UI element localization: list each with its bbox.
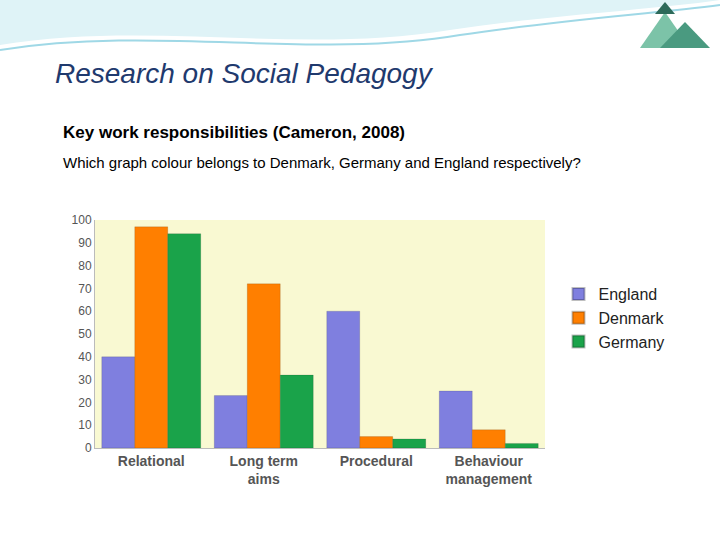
html-text:Research on Social Pedagogy: Research on Social Pedagogy	[55, 58, 432, 89]
svg-text:50: 50	[78, 327, 92, 341]
svg-text:Denmark: Denmark	[599, 310, 665, 327]
svg-text:40: 40	[78, 350, 92, 364]
svg-text:Behaviourmanagement: Behaviourmanagement	[446, 453, 533, 487]
svg-text:Procedural: Procedural	[340, 453, 413, 469]
svg-text:70: 70	[78, 282, 92, 296]
html-text:Which graph colour belongs to: Which graph colour belongs to Denmark, G…	[63, 154, 581, 171]
svg-text:Long termaims: Long termaims	[230, 453, 298, 487]
svg-text:60: 60	[78, 304, 92, 318]
svg-text:80: 80	[78, 259, 92, 273]
svg-text:0: 0	[85, 441, 92, 455]
svg-text:20: 20	[78, 396, 92, 410]
html-text:Key work responsibilities (Cam: Key work responsibilities (Cameron, 2008…	[63, 123, 405, 142]
svg-text:100: 100	[72, 213, 92, 227]
svg-text:England: England	[599, 286, 658, 303]
svg-text:90: 90	[78, 236, 92, 250]
svg-text:Germany: Germany	[599, 334, 665, 351]
svg-text:30: 30	[78, 373, 92, 387]
svg-text:10: 10	[78, 418, 92, 432]
svg-text:Relational: Relational	[118, 453, 185, 469]
